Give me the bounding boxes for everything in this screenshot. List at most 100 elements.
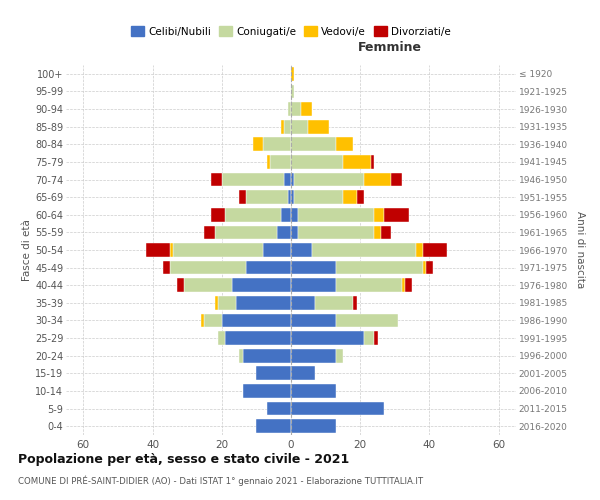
Bar xyxy=(256,420,291,433)
Y-axis label: Fasce di età: Fasce di età xyxy=(22,219,32,281)
Bar xyxy=(211,208,225,222)
Bar xyxy=(291,349,336,362)
Bar xyxy=(385,208,409,222)
Bar xyxy=(298,208,374,222)
Bar xyxy=(215,296,218,310)
Bar xyxy=(239,349,242,362)
Bar xyxy=(205,314,222,328)
Bar xyxy=(225,208,281,222)
Bar xyxy=(308,120,329,134)
Y-axis label: Anni di nascita: Anni di nascita xyxy=(575,212,584,288)
Bar xyxy=(225,331,291,345)
Bar xyxy=(287,102,291,116)
Bar xyxy=(215,226,277,239)
Bar xyxy=(301,102,312,116)
Bar xyxy=(315,296,353,310)
Bar xyxy=(170,243,173,257)
Bar xyxy=(336,260,422,274)
Bar xyxy=(267,155,270,169)
Bar xyxy=(284,120,291,134)
Bar xyxy=(291,366,315,380)
Text: COMUNE DI PRÉ-SAINT-DIDIER (AO) - Dati ISTAT 1° gennaio 2021 - Elaborazione TUTT: COMUNE DI PRÉ-SAINT-DIDIER (AO) - Dati I… xyxy=(18,476,423,486)
Bar xyxy=(277,226,291,239)
Bar xyxy=(371,155,374,169)
Bar xyxy=(211,172,222,186)
Bar xyxy=(374,331,377,345)
Bar xyxy=(291,296,315,310)
Bar xyxy=(291,172,295,186)
Bar xyxy=(291,260,336,274)
Bar xyxy=(291,84,295,98)
Bar xyxy=(291,402,385,415)
Bar xyxy=(336,314,398,328)
Bar xyxy=(364,331,374,345)
Bar xyxy=(357,190,364,204)
Bar xyxy=(281,120,284,134)
Bar xyxy=(232,278,291,292)
Bar xyxy=(146,243,170,257)
Bar xyxy=(242,384,291,398)
Bar xyxy=(291,226,298,239)
Bar xyxy=(291,155,343,169)
Bar xyxy=(201,314,205,328)
Bar xyxy=(343,190,357,204)
Bar xyxy=(170,260,246,274)
Bar xyxy=(291,67,295,80)
Bar xyxy=(222,314,291,328)
Bar xyxy=(291,102,301,116)
Bar xyxy=(270,155,291,169)
Bar xyxy=(336,138,353,151)
Legend: Celibi/Nubili, Coniugati/e, Vedovi/e, Divorziati/e: Celibi/Nubili, Coniugati/e, Vedovi/e, Di… xyxy=(127,22,455,40)
Bar xyxy=(291,420,336,433)
Text: Popolazione per età, sesso e stato civile - 2021: Popolazione per età, sesso e stato civil… xyxy=(18,452,349,466)
Bar xyxy=(295,172,364,186)
Bar xyxy=(343,155,371,169)
Bar xyxy=(173,243,263,257)
Bar xyxy=(163,260,170,274)
Bar xyxy=(364,172,391,186)
Bar xyxy=(405,278,412,292)
Bar xyxy=(284,172,291,186)
Bar xyxy=(267,402,291,415)
Bar xyxy=(298,226,374,239)
Bar xyxy=(281,208,291,222)
Bar xyxy=(218,331,225,345)
Bar xyxy=(242,349,291,362)
Bar xyxy=(422,260,426,274)
Bar xyxy=(426,260,433,274)
Bar xyxy=(291,120,308,134)
Bar xyxy=(336,278,402,292)
Bar xyxy=(353,296,357,310)
Bar xyxy=(205,226,215,239)
Bar xyxy=(184,278,232,292)
Bar xyxy=(253,138,263,151)
Bar xyxy=(374,226,381,239)
Bar xyxy=(291,314,336,328)
Bar xyxy=(256,366,291,380)
Bar xyxy=(291,384,336,398)
Bar xyxy=(291,138,336,151)
Bar xyxy=(287,190,291,204)
Bar xyxy=(291,331,364,345)
Bar xyxy=(291,190,295,204)
Bar xyxy=(177,278,184,292)
Bar xyxy=(263,138,291,151)
Bar xyxy=(291,243,312,257)
Bar xyxy=(239,190,246,204)
Bar xyxy=(246,260,291,274)
Bar xyxy=(291,208,298,222)
Bar xyxy=(218,296,236,310)
Bar xyxy=(381,226,391,239)
Bar xyxy=(416,243,422,257)
Bar xyxy=(263,243,291,257)
Bar xyxy=(291,278,336,292)
Bar xyxy=(402,278,405,292)
Bar xyxy=(312,243,416,257)
Bar xyxy=(422,243,447,257)
Bar xyxy=(336,349,343,362)
Bar xyxy=(391,172,402,186)
Bar xyxy=(222,172,284,186)
Bar xyxy=(295,190,343,204)
Text: Femmine: Femmine xyxy=(358,41,422,54)
Bar xyxy=(246,190,287,204)
